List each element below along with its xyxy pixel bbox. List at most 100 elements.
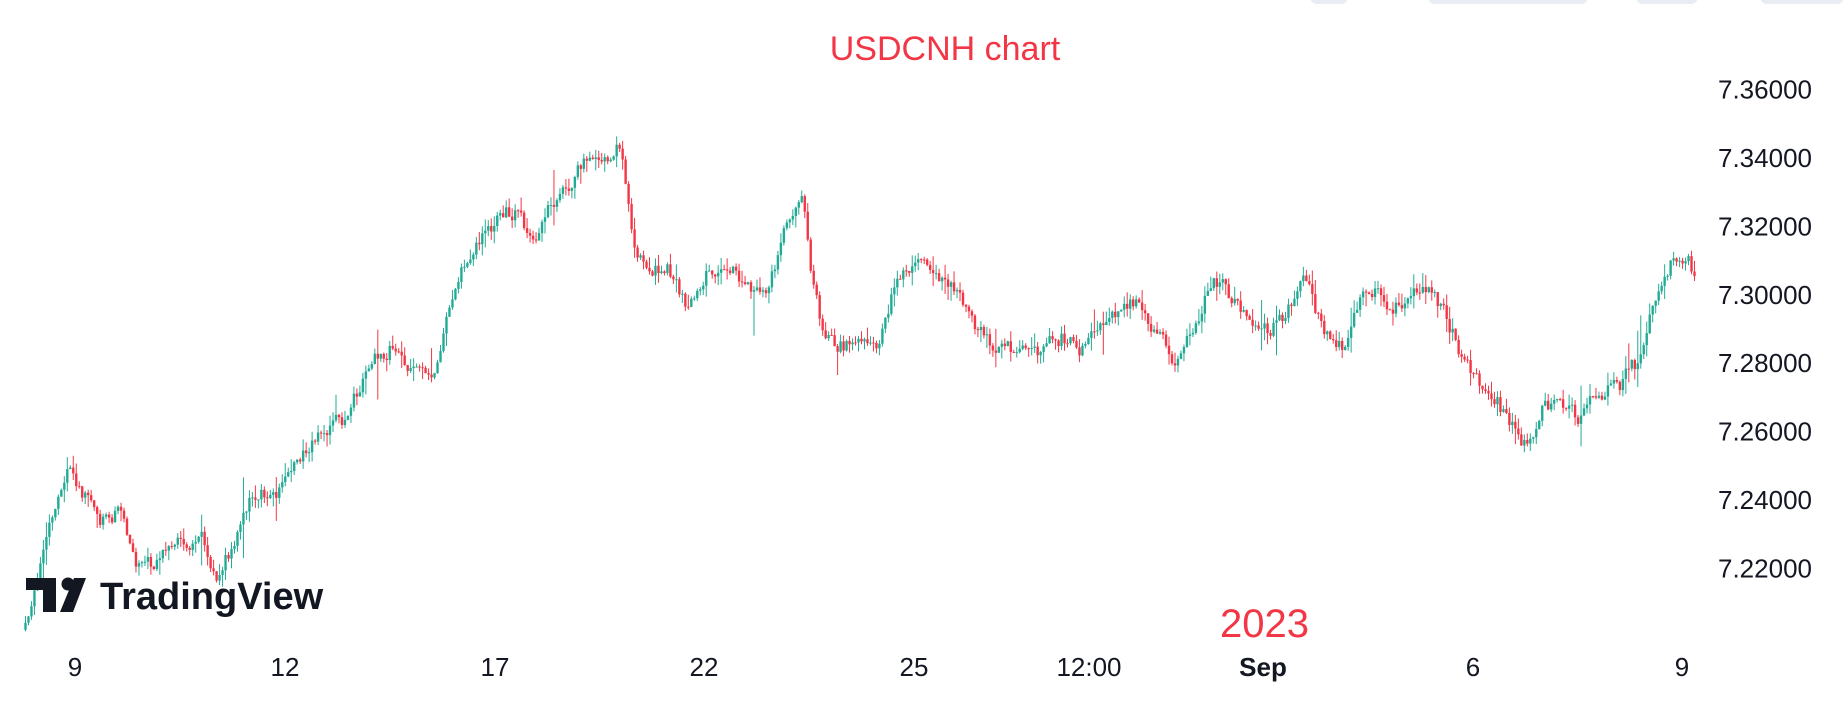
candle-down bbox=[1009, 341, 1012, 353]
candle-down bbox=[920, 259, 923, 261]
candle-up bbox=[702, 285, 705, 290]
candle-down bbox=[1400, 305, 1404, 309]
candle-down bbox=[128, 534, 132, 544]
candle-down bbox=[382, 353, 385, 359]
candle-up bbox=[1087, 337, 1090, 345]
candle-up bbox=[639, 255, 642, 258]
candle-down bbox=[905, 270, 908, 272]
toolbar-pill-4[interactable] bbox=[1760, 0, 1844, 4]
candle-down bbox=[403, 355, 406, 365]
candle-up bbox=[693, 298, 696, 300]
candle-down bbox=[1382, 295, 1386, 302]
candle-up bbox=[236, 532, 239, 546]
candle-down bbox=[1266, 323, 1269, 334]
candle-up bbox=[69, 467, 72, 470]
candle-down bbox=[1126, 303, 1129, 309]
candle-up bbox=[675, 279, 678, 281]
price-tick-label: 7.30000 bbox=[1718, 280, 1812, 310]
candle-up bbox=[1579, 415, 1583, 424]
candle-down bbox=[397, 351, 400, 353]
candle-up bbox=[101, 516, 105, 525]
candle-down bbox=[669, 264, 672, 277]
candle-down bbox=[967, 306, 971, 312]
candle-down bbox=[1472, 372, 1475, 374]
candle-down bbox=[427, 373, 430, 375]
candle-down bbox=[531, 235, 535, 240]
candle-up bbox=[731, 266, 735, 273]
candle-down bbox=[1308, 281, 1311, 285]
candle-up bbox=[997, 346, 1001, 353]
toolbar-pill-1[interactable] bbox=[1310, 0, 1348, 4]
candle-down bbox=[1508, 413, 1511, 426]
time-axis[interactable]: 9 12 17 22 25 12:00 Sep 6 9 bbox=[68, 652, 1689, 682]
candle-down bbox=[1370, 293, 1374, 298]
candle-down bbox=[1576, 417, 1580, 424]
candle-down bbox=[567, 188, 571, 191]
candle-up bbox=[364, 371, 368, 379]
candle-up bbox=[1212, 278, 1216, 289]
candle-down bbox=[833, 335, 836, 347]
candle-up bbox=[466, 263, 469, 267]
candle-down bbox=[1627, 368, 1631, 370]
candle-up bbox=[1284, 318, 1287, 322]
toolbar-pill-2[interactable] bbox=[1428, 0, 1588, 4]
toolbar-pill-3[interactable] bbox=[1636, 0, 1698, 4]
candle-up bbox=[42, 549, 45, 564]
candle-down bbox=[1143, 310, 1147, 314]
candle-up bbox=[242, 512, 245, 525]
candle-down bbox=[848, 340, 851, 345]
candle-down bbox=[1615, 380, 1619, 382]
candle-down bbox=[502, 213, 505, 218]
candle-down bbox=[866, 339, 869, 344]
candle-up bbox=[415, 366, 418, 368]
candle-down bbox=[516, 210, 520, 212]
candle-down bbox=[725, 269, 729, 271]
candle-up bbox=[902, 270, 905, 280]
price-axis[interactable]: 7.22000 7.24000 7.26000 7.28000 7.30000 7.320… bbox=[1718, 75, 1812, 584]
candle-down bbox=[266, 497, 269, 499]
candle-up bbox=[499, 213, 502, 216]
candle-down bbox=[134, 551, 138, 567]
candle-down bbox=[1114, 311, 1117, 318]
candle-up bbox=[800, 196, 803, 203]
candle-down bbox=[854, 342, 857, 344]
candle-down bbox=[1161, 332, 1165, 335]
candle-up bbox=[1451, 328, 1454, 333]
candle-down bbox=[836, 346, 839, 352]
candle-down bbox=[1547, 400, 1550, 410]
candle-down bbox=[92, 500, 96, 508]
price-tick-label: 7.24000 bbox=[1718, 485, 1812, 515]
candle-up bbox=[570, 187, 574, 191]
candle-up bbox=[218, 574, 221, 581]
candle-down bbox=[1493, 399, 1496, 405]
plot-area[interactable] bbox=[24, 136, 1696, 632]
candle-down bbox=[973, 315, 977, 330]
candle-up bbox=[911, 266, 914, 273]
candle-up bbox=[137, 563, 141, 567]
candle-down bbox=[376, 353, 380, 359]
candle-up bbox=[1254, 325, 1257, 327]
candle-up bbox=[48, 522, 51, 537]
candle-up bbox=[1105, 321, 1108, 325]
candle-down bbox=[1633, 360, 1636, 370]
candle-up bbox=[1567, 405, 1571, 409]
candle-down bbox=[552, 204, 556, 207]
candle-up bbox=[57, 496, 60, 509]
candle-down bbox=[1102, 323, 1105, 325]
candle-down bbox=[391, 345, 394, 349]
candle-up bbox=[773, 269, 777, 272]
candle-up bbox=[1275, 320, 1278, 323]
candle-down bbox=[1591, 396, 1595, 398]
candle-up bbox=[1349, 326, 1353, 338]
candle-up bbox=[654, 265, 657, 276]
candle-down bbox=[275, 492, 278, 498]
candle-down bbox=[1305, 275, 1308, 282]
candle-up bbox=[561, 187, 565, 194]
candle-up bbox=[116, 506, 120, 511]
candle-down bbox=[1167, 345, 1171, 355]
candle-up bbox=[588, 157, 591, 161]
candle-up bbox=[1272, 322, 1275, 336]
candle-up bbox=[1544, 400, 1547, 406]
candle-up bbox=[433, 373, 436, 378]
